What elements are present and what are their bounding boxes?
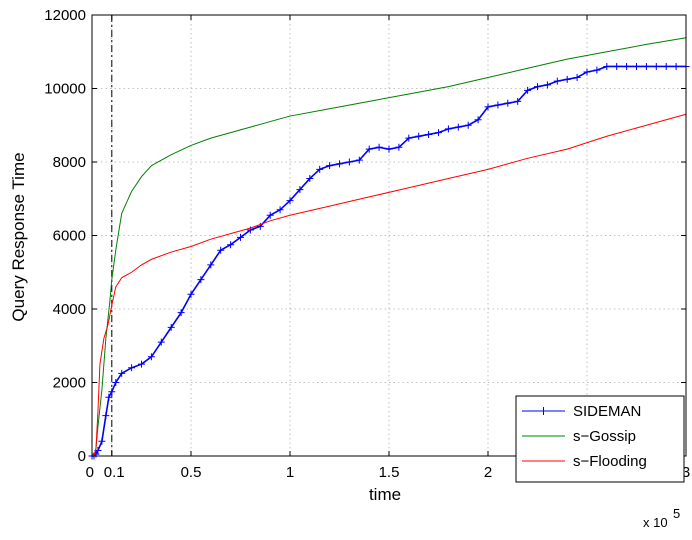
data-point-marker	[98, 437, 106, 445]
data-point-marker	[365, 145, 373, 153]
data-point-marker	[623, 62, 631, 70]
series-s-flooding	[92, 113, 687, 457]
grid-lines	[92, 15, 686, 456]
y-tick-label: 10000	[44, 81, 86, 98]
data-point-marker	[177, 309, 185, 317]
data-point-marker	[474, 116, 482, 124]
legend-label: s−Flooding	[573, 453, 647, 470]
data-point-marker	[306, 175, 314, 183]
axis-ticks	[91, 14, 687, 457]
data-point-marker	[464, 121, 472, 129]
data-point-marker	[435, 129, 442, 137]
data-point-marker	[112, 379, 120, 386]
data-point-marker	[197, 276, 205, 284]
series-line	[92, 113, 687, 457]
data-point-marker	[425, 130, 433, 138]
series-sideman	[88, 62, 690, 460]
data-point-marker	[583, 68, 591, 76]
legend-entry: s−Flooding	[522, 453, 647, 470]
data-point-marker	[105, 393, 113, 401]
data-point-marker	[444, 125, 452, 133]
y-axis-title: Query Response Time	[9, 152, 28, 321]
legend-marker	[539, 407, 548, 415]
data-point-marker	[385, 145, 393, 153]
data-point-marker	[296, 186, 304, 194]
data-point-marker	[217, 246, 225, 254]
data-point-marker	[187, 290, 195, 298]
data-point-marker	[147, 353, 155, 361]
data-point-marker	[633, 62, 640, 70]
data-point-marker	[167, 323, 175, 331]
data-point-marker	[484, 103, 492, 111]
y-tick-label: 12000	[44, 7, 86, 24]
x-tick-label: 1.5	[379, 464, 400, 481]
x-tick-label: 0.5	[181, 464, 202, 481]
data-point-marker	[276, 206, 284, 214]
y-tick-label: 2000	[53, 375, 86, 392]
data-point-marker	[593, 66, 601, 74]
legend-entries: SIDEMAN s−Gossip s−Flooding	[522, 403, 647, 470]
data-point-marker	[603, 62, 611, 70]
data-point-marker	[662, 62, 670, 70]
legend-entry: SIDEMAN	[522, 403, 641, 420]
x-tick-label: 0.1	[104, 464, 125, 481]
legend-entry: s−Gossip	[522, 428, 636, 445]
data-point-marker	[543, 81, 551, 89]
x-tick-label: 3	[682, 464, 690, 481]
data-point-marker	[613, 62, 621, 70]
data-point-marker	[118, 369, 126, 377]
data-point-marker	[266, 211, 274, 219]
data-point-marker	[652, 62, 660, 70]
data-point-marker	[237, 233, 244, 241]
data-point-marker	[345, 158, 353, 166]
series-line	[92, 37, 687, 457]
x-exponent-power: 5	[673, 506, 680, 521]
x-tick-label: 0	[86, 464, 94, 481]
data-point-marker	[108, 388, 116, 396]
data-point-marker	[395, 143, 403, 151]
data-point-marker	[534, 83, 541, 91]
data-point-marker	[375, 143, 383, 151]
legend: SIDEMAN s−Gossip s−Flooding	[515, 395, 685, 483]
y-tick-label: 4000	[53, 301, 86, 318]
data-point-marker	[128, 364, 136, 372]
y-tick-label: 8000	[53, 154, 86, 171]
x-exponent-label: x 10 5	[643, 506, 680, 530]
data-point-marker	[573, 73, 581, 81]
series-group	[88, 37, 690, 460]
x-axis-title: time	[369, 485, 401, 504]
data-point-marker	[524, 86, 532, 94]
series-s-gossip	[92, 37, 687, 457]
data-point-marker	[326, 162, 334, 170]
y-tick-label: 0	[78, 448, 86, 465]
y-tick-label: 6000	[53, 228, 86, 245]
legend-label: SIDEMAN	[573, 403, 641, 420]
data-point-marker	[138, 360, 145, 368]
legend-label: s−Gossip	[573, 428, 636, 445]
data-point-marker	[553, 77, 561, 85]
x-tick-label: 2	[484, 464, 492, 481]
data-point-marker	[336, 160, 343, 168]
y-tick-labels: 0 2000 4000 6000 8000 10000 12000	[44, 7, 86, 465]
data-point-marker	[672, 62, 680, 70]
data-point-marker	[207, 261, 215, 269]
data-point-marker	[642, 62, 650, 70]
data-point-marker	[454, 123, 462, 131]
data-point-marker	[227, 241, 235, 249]
data-point-marker	[563, 75, 571, 83]
data-point-marker	[355, 156, 363, 164]
data-point-marker	[405, 134, 413, 142]
data-point-marker	[494, 101, 502, 109]
data-point-marker	[316, 165, 324, 173]
x-tick-label: 1	[286, 464, 294, 481]
data-point-marker	[514, 97, 522, 105]
data-point-marker	[504, 99, 512, 107]
data-point-marker	[415, 132, 423, 140]
x-exponent-base: x 10	[643, 515, 668, 530]
data-point-marker	[157, 338, 165, 346]
data-point-marker	[286, 197, 294, 205]
data-point-marker	[102, 412, 110, 420]
